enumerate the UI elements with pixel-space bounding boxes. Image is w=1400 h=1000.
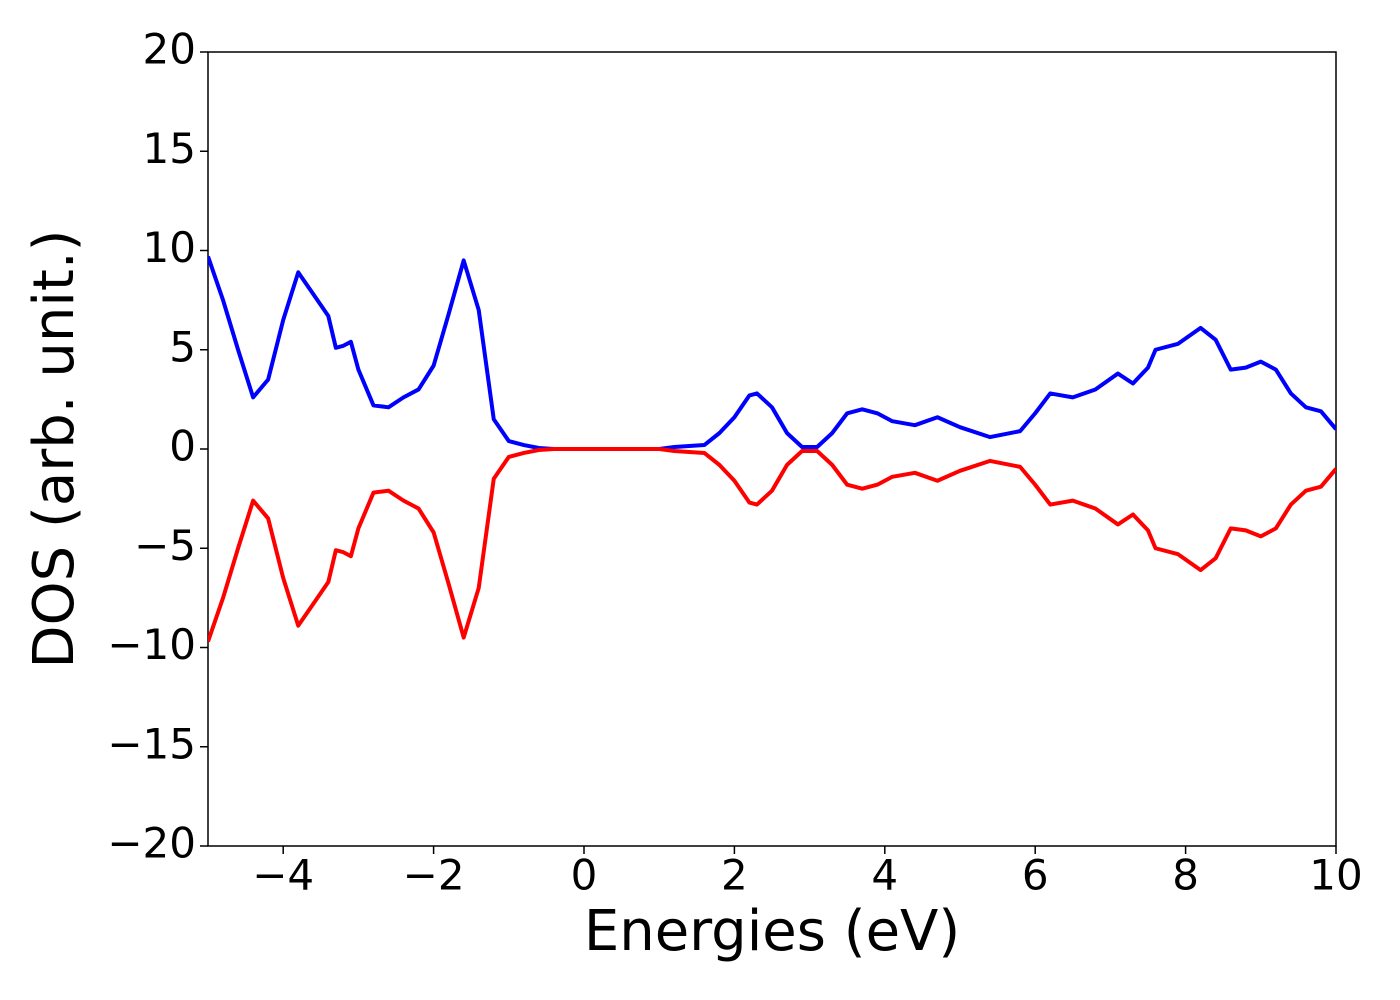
y-tick-label: 0 [169, 422, 196, 471]
y-tick-label: 20 [143, 25, 196, 74]
x-axis-label: Energies (eV) [584, 899, 960, 964]
x-tick-label: −4 [252, 851, 314, 900]
dos-line [208, 255, 1336, 451]
x-tick-label: 10 [1309, 851, 1362, 900]
x-tick-label: 2 [721, 851, 748, 900]
dos-line [208, 447, 1336, 643]
x-tick-label: 0 [571, 851, 598, 900]
y-tick-label: −15 [107, 719, 196, 768]
x-tick-label: 4 [871, 851, 898, 900]
plot-frame [207, 51, 1337, 847]
y-axis-label: DOS (arb. unit.) [22, 229, 87, 668]
x-tick-label: 8 [1172, 851, 1199, 900]
y-tick-label: −10 [107, 620, 196, 669]
x-tick-label: −2 [403, 851, 465, 900]
y-tick-label: 5 [169, 322, 196, 371]
y-tick-label: 10 [143, 223, 196, 272]
y-tick-label: −5 [134, 521, 196, 570]
y-tick-label: 15 [143, 124, 196, 173]
y-tick-label: −20 [107, 819, 196, 868]
x-tick-label: 6 [1022, 851, 1049, 900]
